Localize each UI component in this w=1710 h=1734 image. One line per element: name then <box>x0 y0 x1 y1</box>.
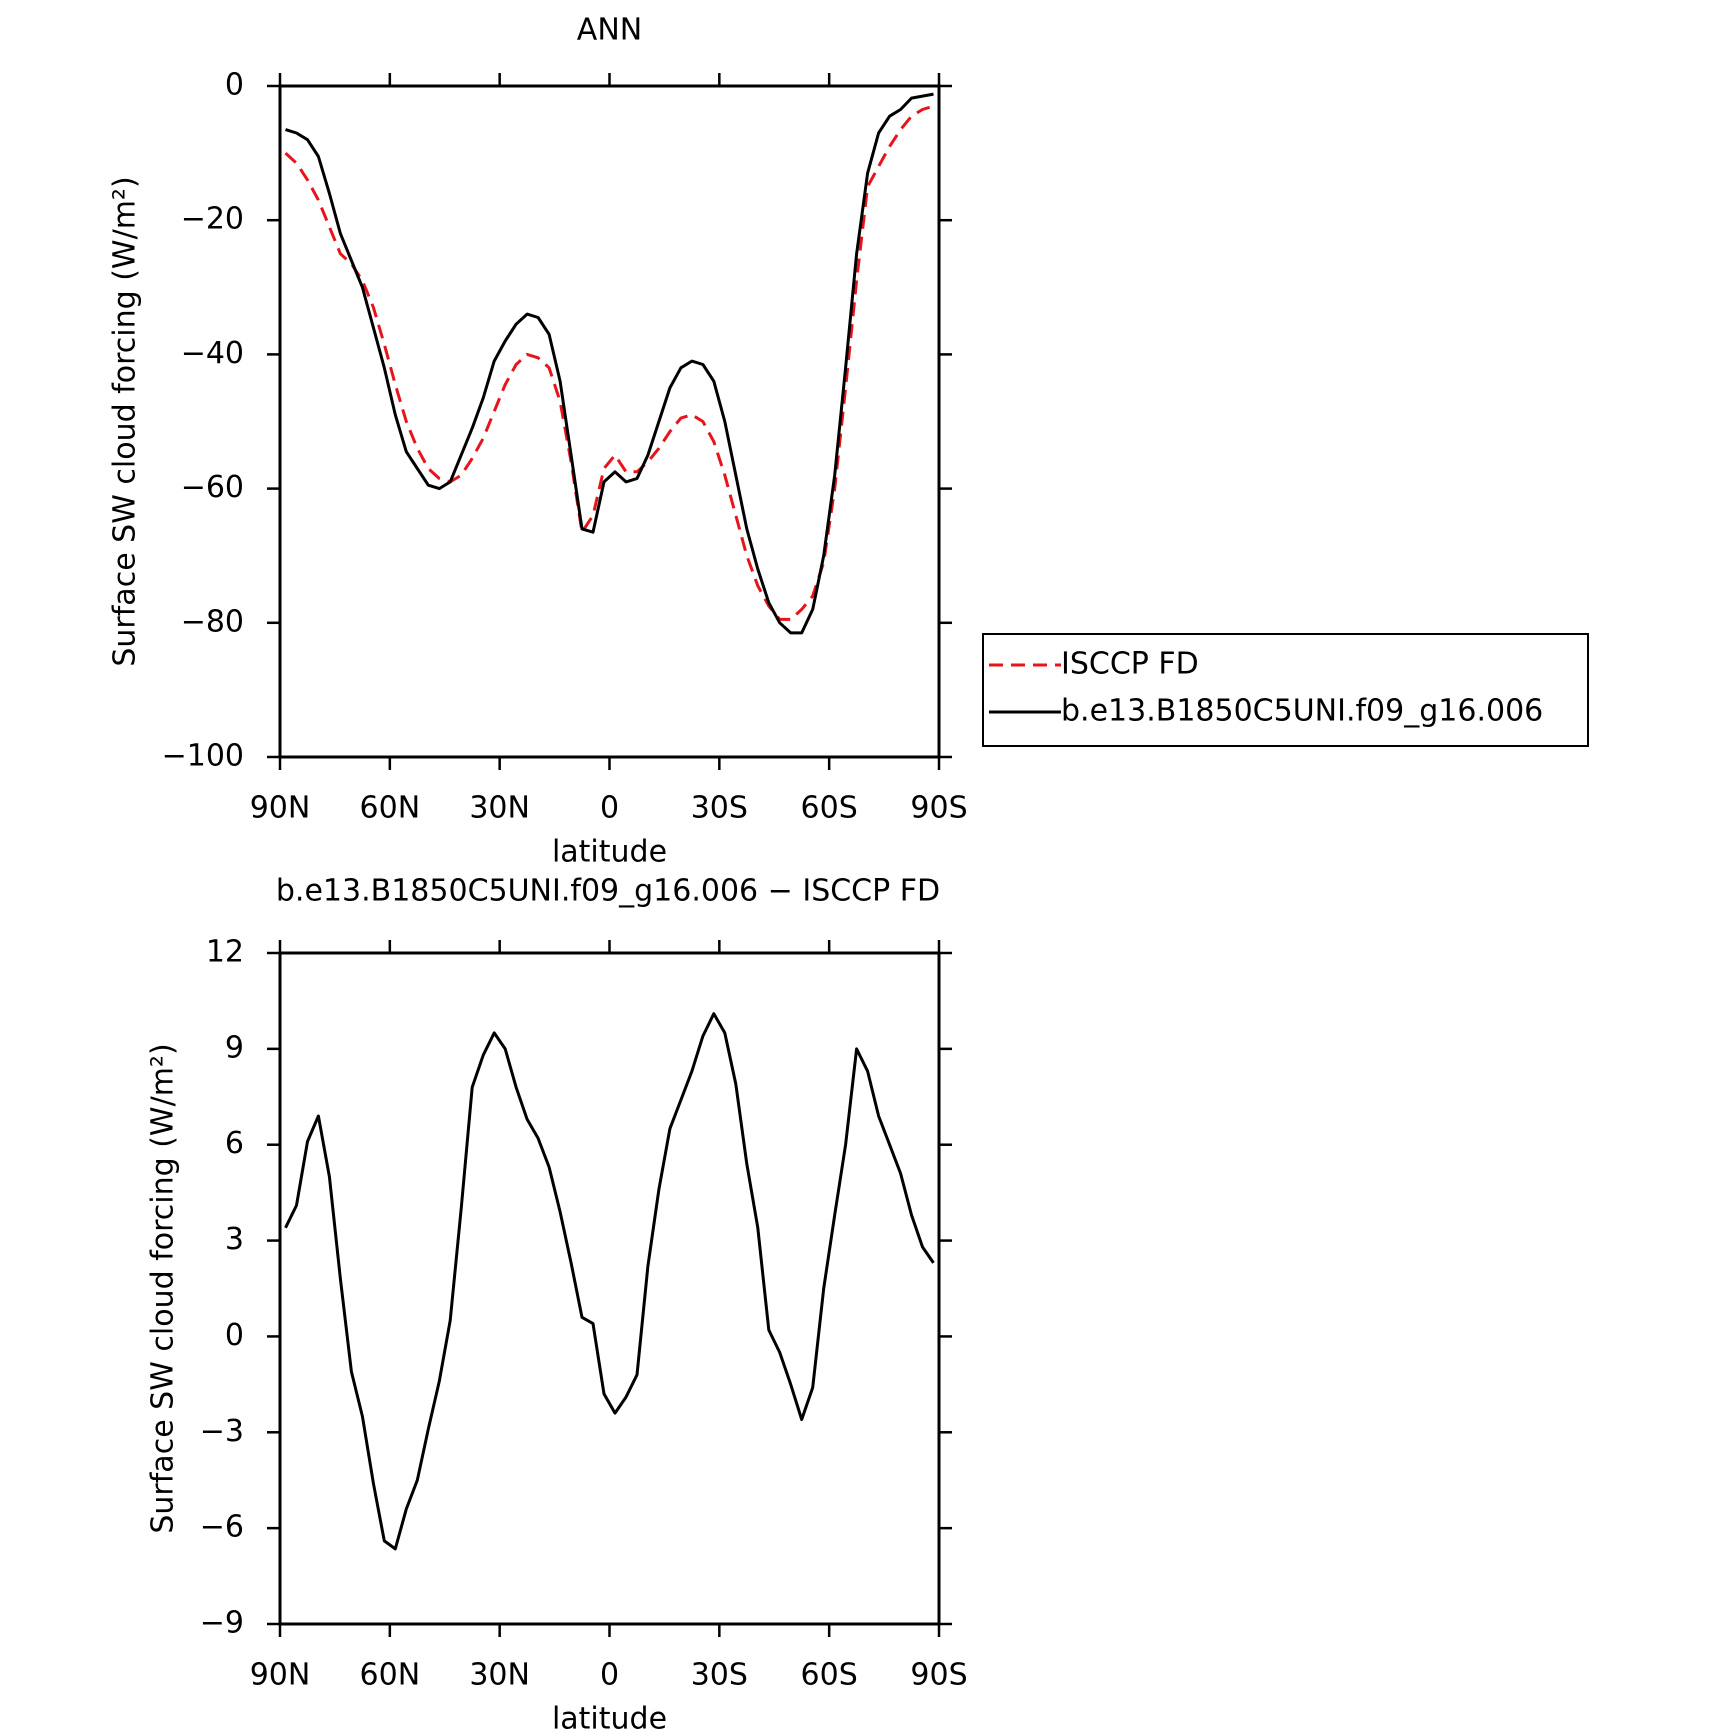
x-tick-label: 60S <box>801 1658 858 1693</box>
x-axis-label: latitude <box>552 1702 667 1734</box>
y-tick-label: 0 <box>225 1318 244 1353</box>
x-tick-label: 30N <box>469 791 530 826</box>
x-tick-label: 90N <box>250 1658 311 1693</box>
chart-title: ANN <box>577 13 642 48</box>
chart-title: b.e13.B1850C5UNI.f09_g16.006 − ISCCP FD <box>276 874 940 909</box>
data-line <box>285 92 934 635</box>
y-tick-label: 9 <box>225 1030 244 1065</box>
y-tick-label: 0 <box>225 68 244 103</box>
y-tick-label: −20 <box>181 202 244 237</box>
legend-label: b.e13.B1850C5UNI.f09_g16.006 <box>1061 694 1543 729</box>
y-tick-label: −80 <box>181 604 244 639</box>
y-tick-label: −100 <box>162 739 244 774</box>
plot-frame <box>278 84 941 759</box>
y-tick-label: −40 <box>181 336 244 371</box>
y-axis-label: Surface SW cloud forcing (W/m²) <box>146 1043 181 1533</box>
y-tick-label: 12 <box>206 935 244 970</box>
x-tick-label: 30N <box>469 1658 530 1693</box>
y-tick-label: −9 <box>200 1606 244 1641</box>
x-tick-label: 30S <box>691 1658 748 1693</box>
x-tick-label: 90S <box>910 1658 967 1693</box>
x-tick-label: 90N <box>250 791 311 826</box>
legend-label: ISCCP FD <box>1061 647 1199 682</box>
x-tick-label: 0 <box>600 1658 619 1693</box>
x-tick-label: 90S <box>910 791 967 826</box>
y-axis-label: Surface SW cloud forcing (W/m²) <box>108 176 143 666</box>
x-tick-label: 0 <box>600 791 619 826</box>
legend-box <box>982 633 1589 747</box>
y-tick-label: −3 <box>200 1414 244 1449</box>
y-tick-label: 6 <box>225 1126 244 1161</box>
x-axis-label: latitude <box>552 835 667 870</box>
y-tick-label: −6 <box>200 1510 244 1545</box>
x-tick-label: 30S <box>691 791 748 826</box>
y-tick-label: −60 <box>181 470 244 505</box>
x-tick-label: 60S <box>801 791 858 826</box>
x-tick-label: 60N <box>360 1658 421 1693</box>
data-line <box>284 1012 935 1551</box>
plot-frame <box>278 951 941 1626</box>
x-tick-label: 60N <box>360 791 421 826</box>
y-tick-label: 3 <box>225 1222 244 1257</box>
